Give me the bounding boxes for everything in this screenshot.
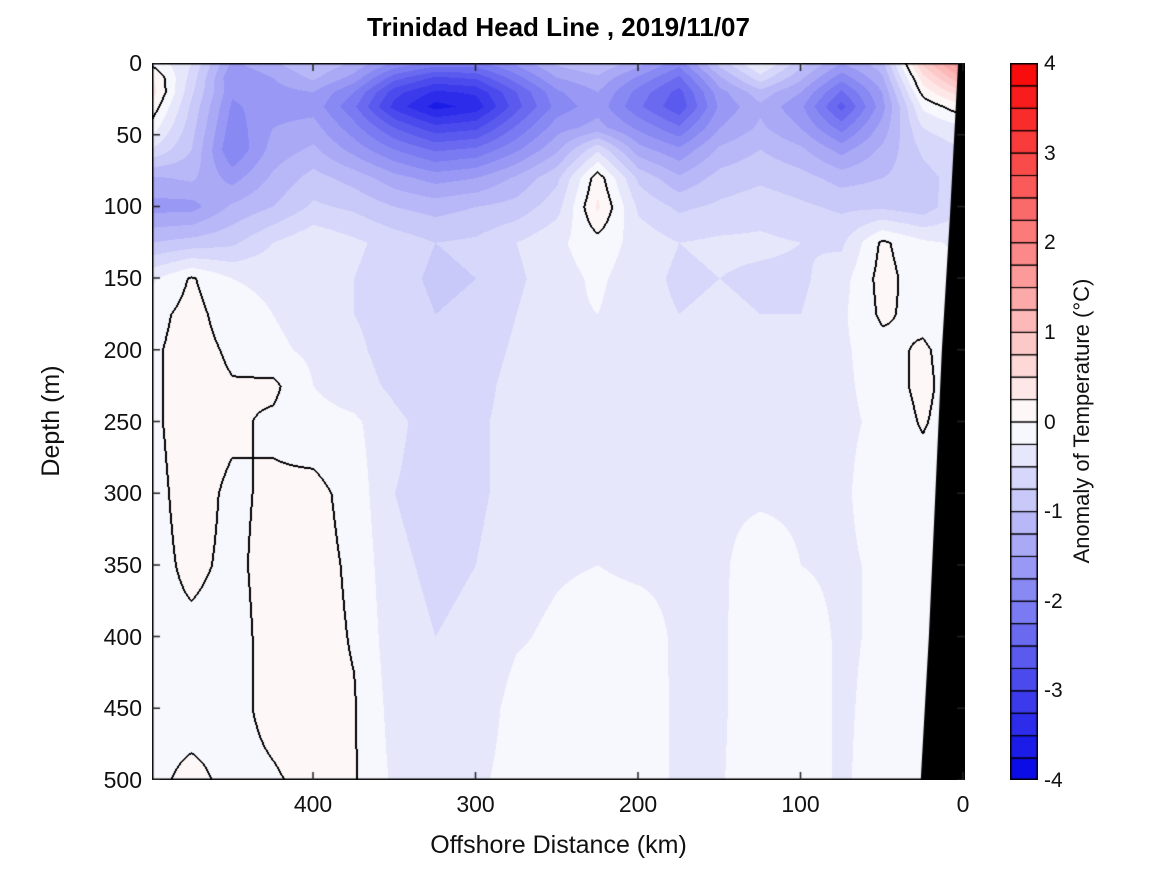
- y-tick-label: 200: [103, 336, 142, 363]
- x-tick-label: 300: [456, 791, 495, 817]
- colorbar-tick-label: -1: [1044, 500, 1063, 524]
- y-tick-label: 300: [103, 480, 142, 507]
- y-tick-label: 0: [129, 50, 142, 76]
- colorbar-tick-label: 1: [1044, 320, 1056, 344]
- colorbar-label: Anomaly of Temperature (°C): [1069, 278, 1094, 564]
- x-tick-label: 0: [956, 791, 970, 817]
- y-tick-label: 400: [103, 623, 142, 650]
- chart-title: Trinidad Head Line , 2019/11/07: [367, 12, 750, 42]
- colorbar-tick-label: 0: [1044, 410, 1056, 434]
- colorbar-tick-label: -3: [1044, 679, 1063, 703]
- colorbar-canvas: [1010, 63, 1038, 780]
- x-tick-label: 400: [293, 791, 333, 817]
- colorbar-tick-label: -4: [1044, 769, 1063, 792]
- y-tick-label: 500: [103, 767, 142, 793]
- y-tick-label: 100: [103, 193, 142, 220]
- y-tick-label: 250: [103, 408, 142, 435]
- contour-plot-canvas: [152, 63, 965, 780]
- y-tick-label: 350: [103, 551, 142, 578]
- x-tick-label: 200: [618, 791, 658, 817]
- x-axis-label: Offshore Distance (km): [430, 831, 687, 859]
- colorbar-tick-label: -2: [1044, 589, 1063, 613]
- y-tick-label: 450: [103, 695, 142, 722]
- colorbar-tick-label: 2: [1044, 231, 1056, 255]
- y-tick-label: 150: [103, 265, 142, 292]
- colorbar-tick-label: 4: [1044, 52, 1056, 75]
- y-tick-label: 50: [116, 121, 142, 148]
- colorbar-tick-label: 3: [1044, 141, 1056, 165]
- x-tick-label: 100: [781, 791, 820, 817]
- y-axis-label: Depth (m): [37, 365, 65, 477]
